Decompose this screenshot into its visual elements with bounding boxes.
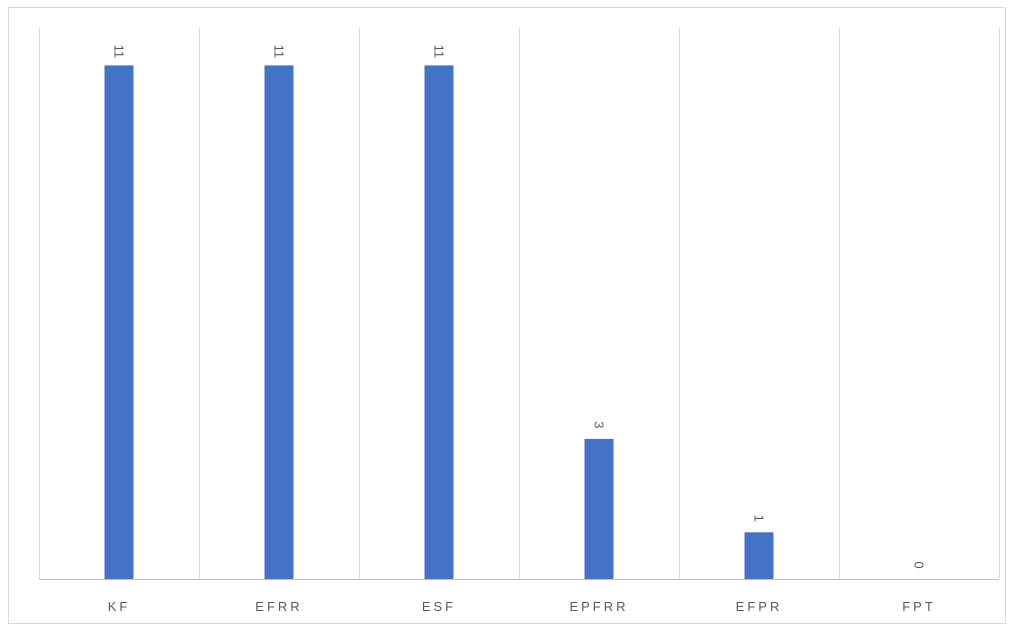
data-label-epfrr: 3 xyxy=(592,421,607,428)
data-label-efrr: 11 xyxy=(272,45,287,59)
bar-epfrr xyxy=(584,438,614,579)
data-label-fpt: 0 xyxy=(912,561,927,568)
bar-kf xyxy=(104,65,134,579)
data-labels: 11 11 11 3 1 0 xyxy=(112,45,927,569)
chart-frame: 11 11 11 3 1 0 KF EFRR ESF EPFRR EFPR FPT xyxy=(8,7,1006,624)
category-label-efpr: EFPR xyxy=(736,599,783,614)
category-label-epfrr: EPFRR xyxy=(569,599,628,614)
bars xyxy=(104,65,774,579)
data-label-esf: 11 xyxy=(432,45,447,59)
category-label-kf: KF xyxy=(108,599,131,614)
category-label-fpt: FPT xyxy=(902,599,936,614)
category-label-esf: ESF xyxy=(422,599,456,614)
data-label-efpr: 1 xyxy=(752,515,767,522)
category-label-efrr: EFRR xyxy=(255,599,302,614)
bar-esf xyxy=(424,65,454,579)
category-labels: KF EFRR ESF EPFRR EFPR FPT xyxy=(108,599,936,614)
bar-efrr xyxy=(264,65,294,579)
bar-efpr xyxy=(744,532,774,579)
gridlines xyxy=(39,28,1000,579)
bar-chart: 11 11 11 3 1 0 KF EFRR ESF EPFRR EFPR FPT xyxy=(39,28,1000,614)
data-label-kf: 11 xyxy=(112,45,127,59)
